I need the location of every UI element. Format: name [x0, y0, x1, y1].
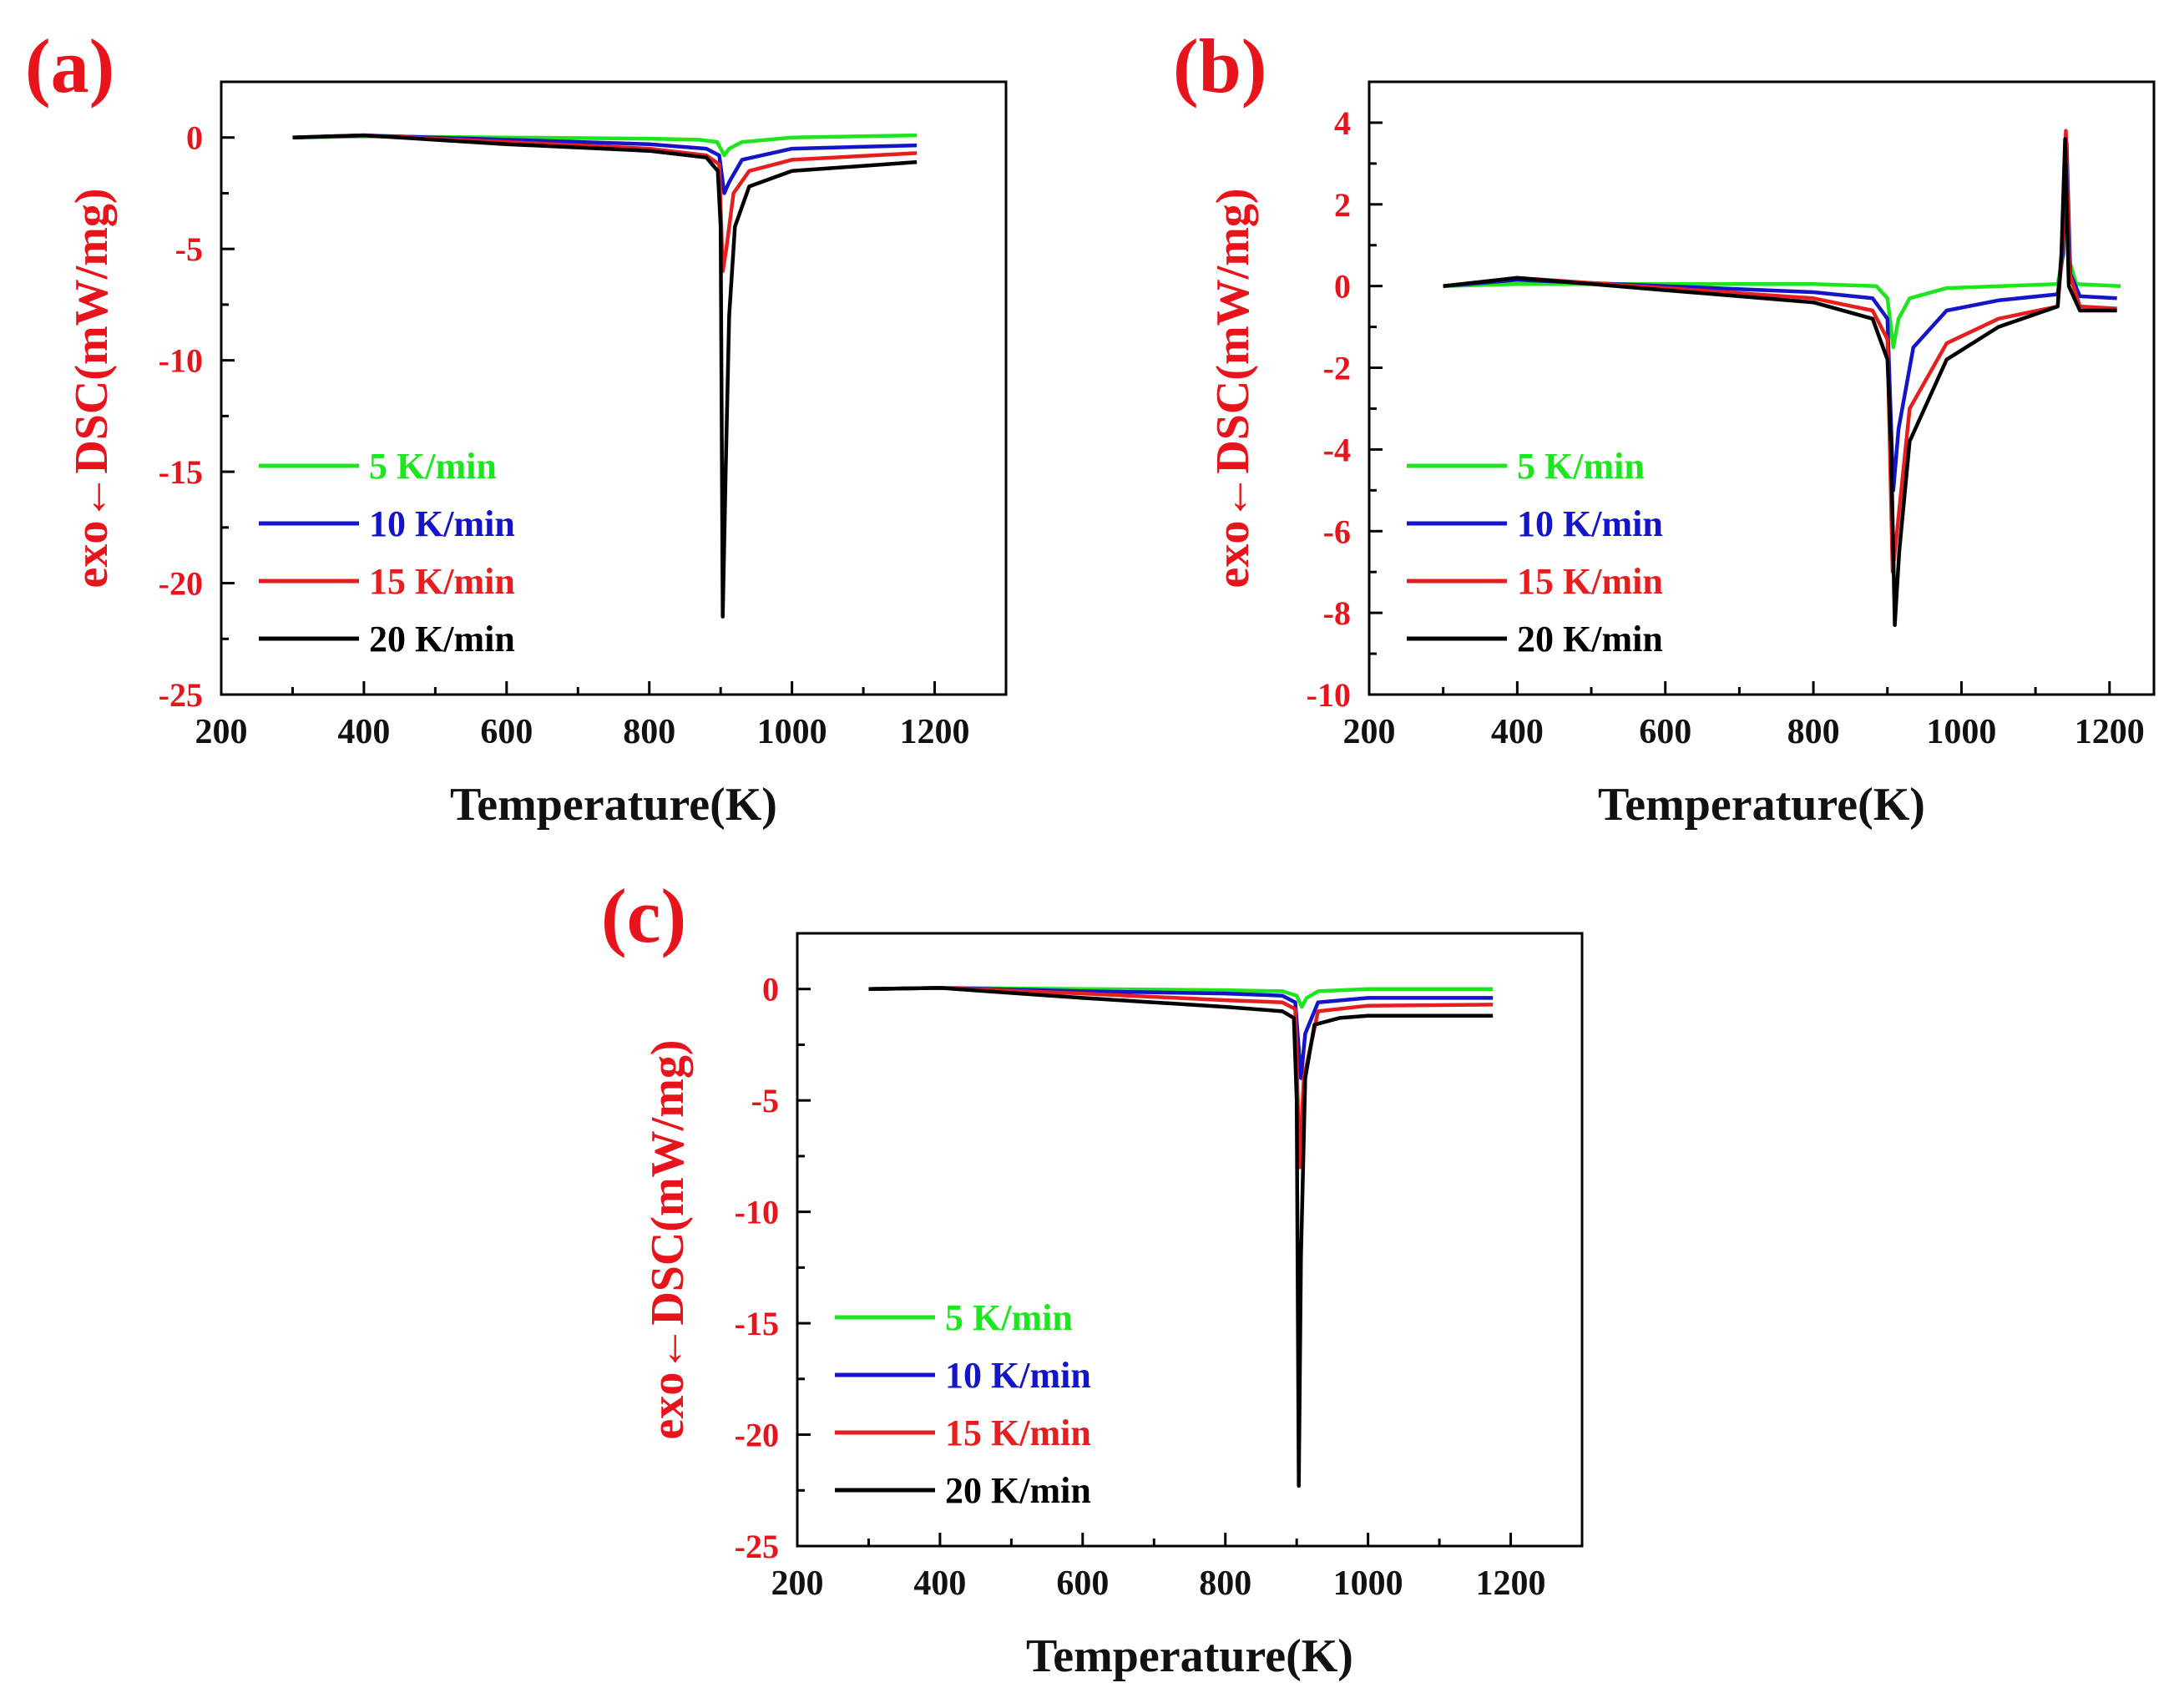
- panel-c: (c) 200 400 600 800 1000 1200 0 -5 -10 -15 -20 -25 Te…: [601, 873, 1584, 1682]
- y-tick-label: -5: [751, 1082, 779, 1119]
- panel-label: (a): [25, 23, 114, 109]
- y-tick-label: -15: [735, 1305, 779, 1342]
- x-axis-title: Temperature(K): [1026, 1630, 1353, 1682]
- legend-label: 15 K/min: [1517, 561, 1663, 602]
- legend-label: 10 K/min: [1517, 503, 1663, 544]
- y-tick-label: -25: [735, 1528, 779, 1565]
- y-tick-label: 2: [1334, 186, 1351, 224]
- x-tick-label: 800: [623, 713, 675, 751]
- x-tick-label: 600: [1639, 713, 1691, 751]
- y-tick-label: -2: [1323, 350, 1351, 387]
- y-tick-label: -20: [735, 1417, 779, 1454]
- x-tick-label: 1000: [757, 713, 827, 751]
- x-tick-label: 400: [1491, 713, 1544, 751]
- x-tick-label: 400: [337, 713, 390, 751]
- y-tick-label: 0: [186, 119, 203, 157]
- y-axis-title: exo←DSC(mW/mg): [642, 1039, 694, 1439]
- x-tick-label: 800: [1787, 713, 1840, 751]
- legend-label: 20 K/min: [945, 1470, 1091, 1511]
- x-tick-label: 1200: [2075, 713, 2145, 751]
- x-tick-label: 600: [1056, 1564, 1109, 1603]
- y-tick-label: 0: [1334, 268, 1351, 306]
- panel-a: (a) 200 400 600 800 1000 1200 0 -5 -10 -15 -20 -25 Te…: [25, 23, 1008, 831]
- y-tick-label: 0: [762, 971, 779, 1008]
- series-line-10kmin: [868, 986, 1494, 1080]
- y-tick-label: -8: [1323, 594, 1351, 632]
- y-axis-title: exo←DSC(mW/mg): [66, 188, 118, 588]
- legend-label: 5 K/min: [369, 446, 497, 487]
- x-axis-title: Temperature(K): [450, 779, 777, 831]
- legend-label: 15 K/min: [945, 1412, 1091, 1453]
- legend-label: 20 K/min: [1517, 619, 1663, 659]
- series-line-10kmin: [292, 133, 918, 195]
- y-tick-label: -25: [159, 676, 203, 714]
- y-tick-label: -6: [1323, 513, 1351, 550]
- plot-frame: [796, 932, 1584, 1548]
- legend-label: 5 K/min: [1517, 446, 1645, 487]
- y-tick-label: -5: [175, 230, 203, 268]
- series-line-20kmin: [292, 133, 918, 619]
- series-line-20kmin: [1443, 137, 2117, 628]
- series-line-15kmin: [868, 986, 1494, 1170]
- x-tick-label: 1200: [900, 713, 970, 751]
- legend-label: 20 K/min: [369, 619, 515, 659]
- panel-label: (c): [601, 873, 686, 958]
- x-tick-label: 800: [1199, 1564, 1251, 1603]
- x-tick-label: 200: [195, 713, 248, 751]
- legend-label: 5 K/min: [945, 1297, 1073, 1338]
- y-tick-label: -10: [159, 342, 203, 380]
- x-tick-label: 600: [480, 713, 533, 751]
- series-line-15kmin: [292, 133, 918, 274]
- y-tick-label: -20: [159, 565, 203, 603]
- x-tick-label: 1000: [1333, 1564, 1403, 1603]
- y-tick-label: -10: [735, 1194, 779, 1231]
- y-tick-label: -4: [1323, 431, 1351, 468]
- panel-b: (b) 200 400 600 800 1000 1200 4 2 0 -2 -4 -6 -8 -10 Tem…: [1173, 23, 2156, 831]
- y-tick-label: -15: [159, 453, 203, 491]
- y-axis-title: exo←DSC(mW/mg): [1207, 188, 1259, 588]
- plot-frame: [220, 80, 1008, 696]
- plot-frame: [1368, 80, 2156, 696]
- x-tick-label: 1000: [1926, 713, 1996, 751]
- x-tick-label: 200: [771, 1564, 824, 1603]
- x-tick-label: 400: [913, 1564, 966, 1603]
- x-axis-title: Temperature(K): [1598, 779, 1925, 831]
- y-tick-label: -10: [1307, 676, 1351, 714]
- legend-label: 10 K/min: [945, 1355, 1091, 1396]
- panel-label: (b): [1173, 23, 1266, 109]
- legend-label: 15 K/min: [369, 561, 515, 602]
- legend-label: 10 K/min: [369, 503, 515, 544]
- series-line-20kmin: [868, 986, 1494, 1488]
- x-tick-label: 1200: [1476, 1564, 1546, 1603]
- y-tick-label: 4: [1334, 104, 1351, 142]
- x-tick-label: 200: [1343, 713, 1396, 751]
